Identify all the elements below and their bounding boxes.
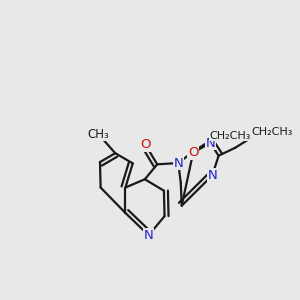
Text: CH₂CH₃: CH₂CH₃ — [210, 130, 251, 141]
Text: O: O — [188, 146, 198, 159]
Text: N: N — [144, 229, 154, 242]
Text: CH₂CH₃: CH₂CH₃ — [251, 128, 292, 137]
Text: O: O — [140, 138, 150, 151]
Text: CH₃: CH₃ — [88, 128, 109, 141]
Text: N: N — [173, 157, 183, 169]
Text: N: N — [207, 169, 217, 182]
Text: N: N — [206, 136, 215, 149]
